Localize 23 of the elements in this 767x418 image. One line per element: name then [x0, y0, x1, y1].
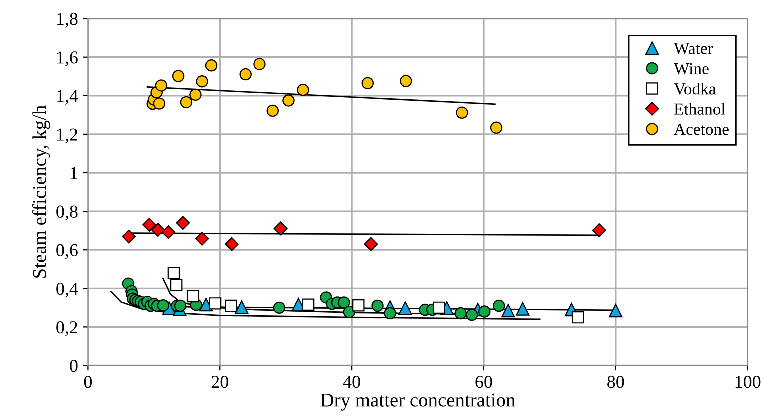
x-tick-label: 80 [608, 376, 624, 388]
y-tick-label: 0,8 [56, 206, 78, 221]
y-tick-label: 0 [70, 360, 78, 372]
y-tick-label: 0,2 [56, 321, 78, 336]
x-tick-label: 0 [84, 376, 92, 388]
x-axis-title: Dry matter concentration [320, 394, 516, 411]
x-tick-label: 60 [476, 376, 492, 388]
legend-label: Water [674, 43, 714, 54]
y-tick-label: 0,4 [56, 282, 78, 298]
x-tick-label: 100 [736, 376, 761, 388]
y-axis-title: Steam efficiency, kg/h [32, 106, 50, 278]
legend-label: Wine [674, 63, 709, 75]
legend-label: Ethanol [674, 103, 726, 115]
legend-label: Acetone [674, 124, 729, 136]
y-tick-label: 1,2 [58, 128, 78, 144]
y-tick-label: 0,6 [56, 244, 78, 260]
y-tick-label: 1,8 [58, 13, 78, 28]
y-tick-label: 1,6 [58, 52, 78, 66]
y-tick-label: 1,4 [58, 90, 78, 105]
legend-label: Vodka [674, 83, 716, 95]
x-tick-label: 20 [212, 376, 228, 388]
x-tick-label: 40 [343, 376, 360, 388]
y-tick-label: 1 [71, 167, 78, 180]
